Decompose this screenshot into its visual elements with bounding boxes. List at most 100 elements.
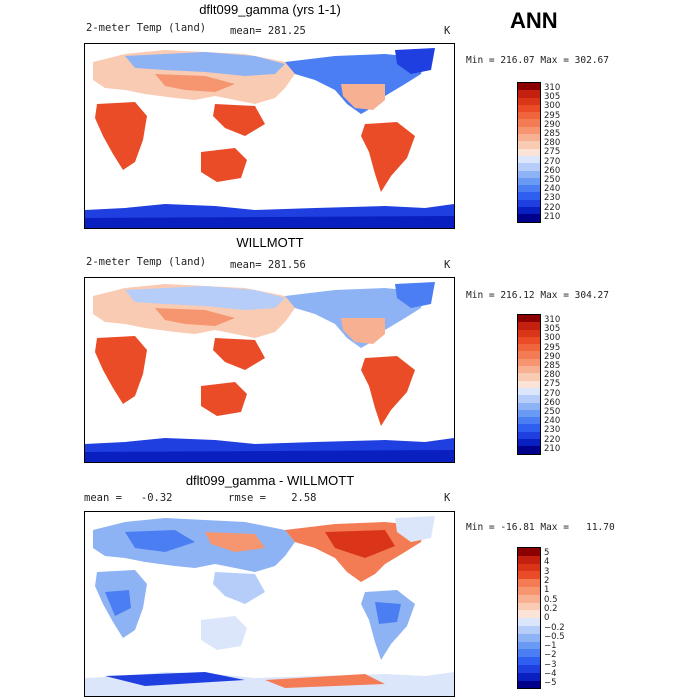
panel-2-map <box>84 277 455 463</box>
panel-3-colorbar-tick-label: 4 <box>544 557 550 568</box>
panel-3-colorbar-swatch <box>518 610 540 619</box>
panel-1-colorbar-swatch <box>518 119 540 127</box>
panel-1-colorbar-tick-label: 220 <box>544 202 561 213</box>
panel-3-colorbar-tick-label: 5 <box>544 548 550 558</box>
panel-3-title: dflt099_gamma - WILLMOTT <box>185 473 355 488</box>
panel-2-colorbar-tick-label: 305 <box>544 324 561 335</box>
panel-3-colorbar-tick-label: 0.2 <box>544 603 558 614</box>
panel-1-minmax: Min = 216.07 Max = 302.67 <box>466 55 609 66</box>
panel-2-colorbar-swatch <box>518 431 540 440</box>
panel-2-unit: K <box>444 259 451 271</box>
panel-3-colorbar-swatch <box>518 602 540 611</box>
panel-1-map <box>84 43 455 229</box>
panel-1-colorbar-tick-label: 210 <box>544 211 561 222</box>
panel-1-colorbar-swatch <box>518 126 540 135</box>
panel-3-colorbar-swatch <box>518 633 540 642</box>
panel-1-colorbar-swatch <box>518 163 540 171</box>
panel-1-colorbar-swatch <box>518 104 540 113</box>
panel-3-colorbar-swatch <box>518 571 540 580</box>
panel-3-colorbar <box>517 547 541 690</box>
panel-1-colorbar-tick-label: 260 <box>544 165 561 176</box>
panel-2-minmax: Min = 216.12 Max = 304.27 <box>466 290 609 301</box>
panel-2-colorbar-swatch <box>518 358 540 367</box>
panel-2-colorbar-swatch <box>518 439 540 447</box>
season-label: ANN <box>510 8 558 33</box>
panel-3-colorbar-swatch <box>518 625 540 634</box>
panel-3-minmax: Min = -16.81 Max = 11.70 <box>466 522 615 533</box>
panel-2-colorbar-swatch <box>518 417 540 425</box>
panel-1-colorbar-tick-label: 230 <box>544 193 561 204</box>
panel-3-colorbar-swatch <box>518 664 540 673</box>
panel-2-colorbar-tick-label: 260 <box>544 397 561 408</box>
panel-1-colorbar-swatch <box>518 155 540 164</box>
panel-3-colorbar-swatch <box>518 618 540 626</box>
panel-2-colorbar-tick-label: 250 <box>544 406 561 417</box>
panel-2-colorbar-swatch <box>518 402 540 410</box>
panel-2-colorbar-swatch <box>518 373 540 381</box>
panel-1-colorbar-swatch <box>518 97 540 105</box>
panel-3-colorbar-swatch <box>518 594 540 603</box>
panel-3-colorbar-swatches <box>517 547 541 690</box>
panel-1-colorbar-swatch <box>518 199 540 208</box>
panel-2-colorbar-swatch <box>518 329 540 337</box>
panel-1-colorbar-swatch <box>518 148 540 156</box>
panel-3-colorbar-tick-label: 2 <box>544 575 550 586</box>
panel-2-colorbar <box>517 314 541 455</box>
panel-2-colorbar-swatch <box>518 424 540 432</box>
panel-1-colorbar-tick-label: 275 <box>544 147 561 158</box>
panel-3-colorbar-tick-label: −2 <box>544 650 557 661</box>
panel-2-colorbar-swatch <box>518 366 540 374</box>
panel-1-colorbar-tick-label: 270 <box>544 156 561 167</box>
panel-2-colorbar-swatch <box>518 387 540 396</box>
panel-3-colorbar-tick-label: −3 <box>544 659 557 670</box>
panel-2-colorbar-swatch <box>518 322 540 330</box>
panel-2-map-svg <box>85 282 454 462</box>
panel-2-colorbar-tick-label: 270 <box>544 388 561 399</box>
panel-1-colorbar-swatches <box>517 82 541 223</box>
panel-3-rmse: rmse = 2.58 <box>228 492 317 504</box>
panel-2-colorbar-swatches <box>517 314 541 455</box>
panel-1-colorbar-swatch <box>518 214 540 222</box>
panel-2-colorbar-swatch <box>518 395 540 403</box>
panel-3-colorbar-tick-label: −1 <box>544 641 557 652</box>
panel-1-map-svg <box>85 48 454 228</box>
panel-1-colorbar-tick-label: 240 <box>544 184 561 195</box>
panel-1-mean: mean= 281.25 <box>230 25 306 37</box>
panel-3-colorbar-swatch <box>518 586 540 595</box>
panel-3-colorbar-swatch <box>518 672 540 681</box>
panel-3-unit: K <box>444 492 451 504</box>
panel-3-colorbar-swatch <box>518 548 540 556</box>
panel-1-colorbar-swatch <box>518 192 540 200</box>
panel-3-mean: mean = -0.32 <box>84 492 173 504</box>
panel-1-field-label: 2-meter Temp (land) <box>86 22 207 34</box>
panel-2-colorbar-swatch <box>518 336 540 345</box>
panel-3-map-svg <box>85 516 454 696</box>
panel-1-colorbar-tick-label: 295 <box>544 110 561 121</box>
panel-1-colorbar-tick-label: 310 <box>544 83 561 93</box>
panel-1-colorbar-swatch <box>518 170 540 178</box>
panel-3-colorbar-tick-label: 0 <box>544 613 550 624</box>
panel-2-colorbar-swatch <box>518 380 540 388</box>
panel-2-colorbar-swatch <box>518 344 540 352</box>
panel-2-colorbar-swatch <box>518 409 540 418</box>
panel-3-colorbar-tick-label: 3 <box>544 566 550 577</box>
panel-3-colorbar-tick-label: −0.2 <box>544 622 565 633</box>
panel-2-colorbar-tick-label: 220 <box>544 434 561 445</box>
panel-2-colorbar-tick-label: 275 <box>544 379 561 390</box>
panel-3-colorbar-tick-label: 1 <box>544 585 550 596</box>
panel-2-colorbar-tick-label: 310 <box>544 315 561 325</box>
panel-1-colorbar-swatch <box>518 185 540 193</box>
panel-2-colorbar-tick-label: 300 <box>544 333 561 344</box>
panel-1-colorbar-tick-label: 290 <box>544 119 561 130</box>
panel-1-unit: K <box>444 25 451 37</box>
panel-2-colorbar-tick-label: 280 <box>544 370 561 381</box>
panel-3-colorbar-swatch <box>518 680 540 689</box>
panel-1-colorbar-tick-label: 250 <box>544 174 561 185</box>
panel-2-colorbar-tick-label: 230 <box>544 425 561 436</box>
panel-3-colorbar-swatch <box>518 555 540 564</box>
panel-1-colorbar-swatch <box>518 134 540 142</box>
panel-3-colorbar-tick-label: −0.5 <box>544 631 565 642</box>
panel-1-colorbar-tick-label: 305 <box>544 92 561 103</box>
panel-1-colorbar-swatch <box>518 112 540 120</box>
panel-3-colorbar-swatch <box>518 563 540 572</box>
